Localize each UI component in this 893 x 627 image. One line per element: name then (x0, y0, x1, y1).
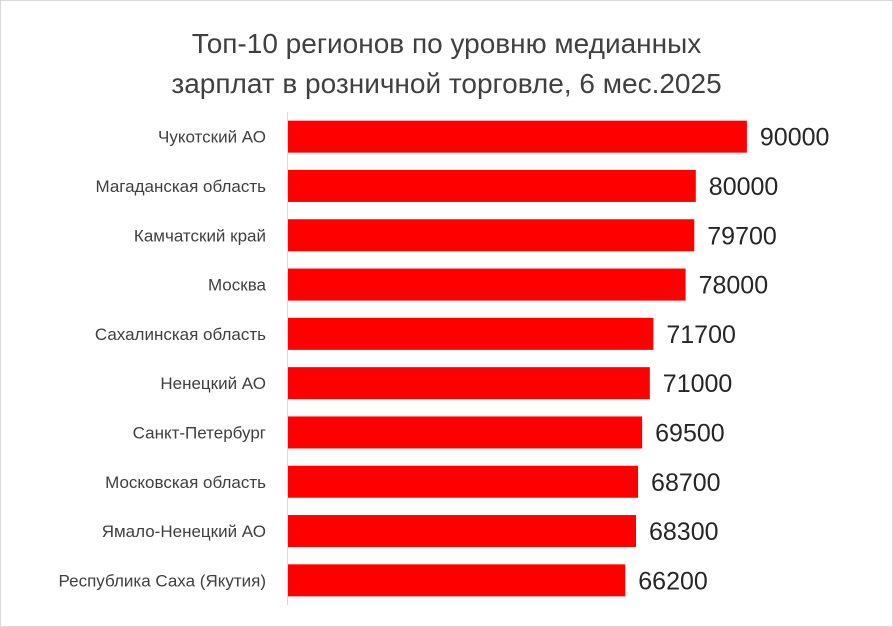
category-label: Санкт-Петербург (133, 423, 266, 442)
category-labels-group: Чукотский АО Магаданская область Камчатски… (59, 128, 267, 591)
bar (287, 317, 654, 350)
value-label: 80000 (709, 173, 779, 201)
chart-title-line-2: зарплат в розничной торговле, 6 мес.2025 (171, 68, 722, 99)
bar (287, 120, 747, 153)
category-label: Сахалинская область (95, 325, 266, 344)
category-label: Чукотский АО (158, 128, 266, 147)
category-label: Камчатский край (134, 226, 266, 245)
category-label: Московская область (105, 473, 266, 492)
bar (287, 515, 637, 548)
bar (287, 268, 686, 301)
chart-title-line-1: Топ-10 регионов по уровню медианных (191, 28, 702, 59)
bar (287, 169, 696, 202)
value-label: 79700 (707, 222, 777, 250)
value-label: 68700 (651, 469, 721, 497)
bar (287, 219, 695, 252)
category-label: Ямало-Ненецкий АО (102, 522, 266, 541)
value-label: 90000 (760, 124, 830, 152)
value-label: 66200 (638, 567, 708, 595)
value-label: 68300 (649, 518, 719, 546)
bar (287, 465, 639, 498)
value-label: 78000 (699, 272, 769, 300)
category-label: Республика Саха (Якутия) (59, 571, 266, 590)
value-label: 71700 (666, 321, 736, 349)
bars-group (287, 120, 747, 597)
category-label: Магаданская область (96, 177, 267, 196)
value-labels-group: 90000 80000 79700 78000 71700 71000 69500 68700… (638, 124, 829, 596)
bar (287, 564, 626, 597)
bar (287, 416, 643, 449)
bar (287, 367, 650, 400)
value-label: 71000 (663, 370, 733, 398)
category-label: Москва (208, 276, 267, 295)
value-label: 69500 (655, 419, 725, 447)
chart-title: Топ-10 регионов по уровню медианных зарп… (0, 24, 893, 104)
category-label: Ненецкий АО (160, 374, 266, 393)
